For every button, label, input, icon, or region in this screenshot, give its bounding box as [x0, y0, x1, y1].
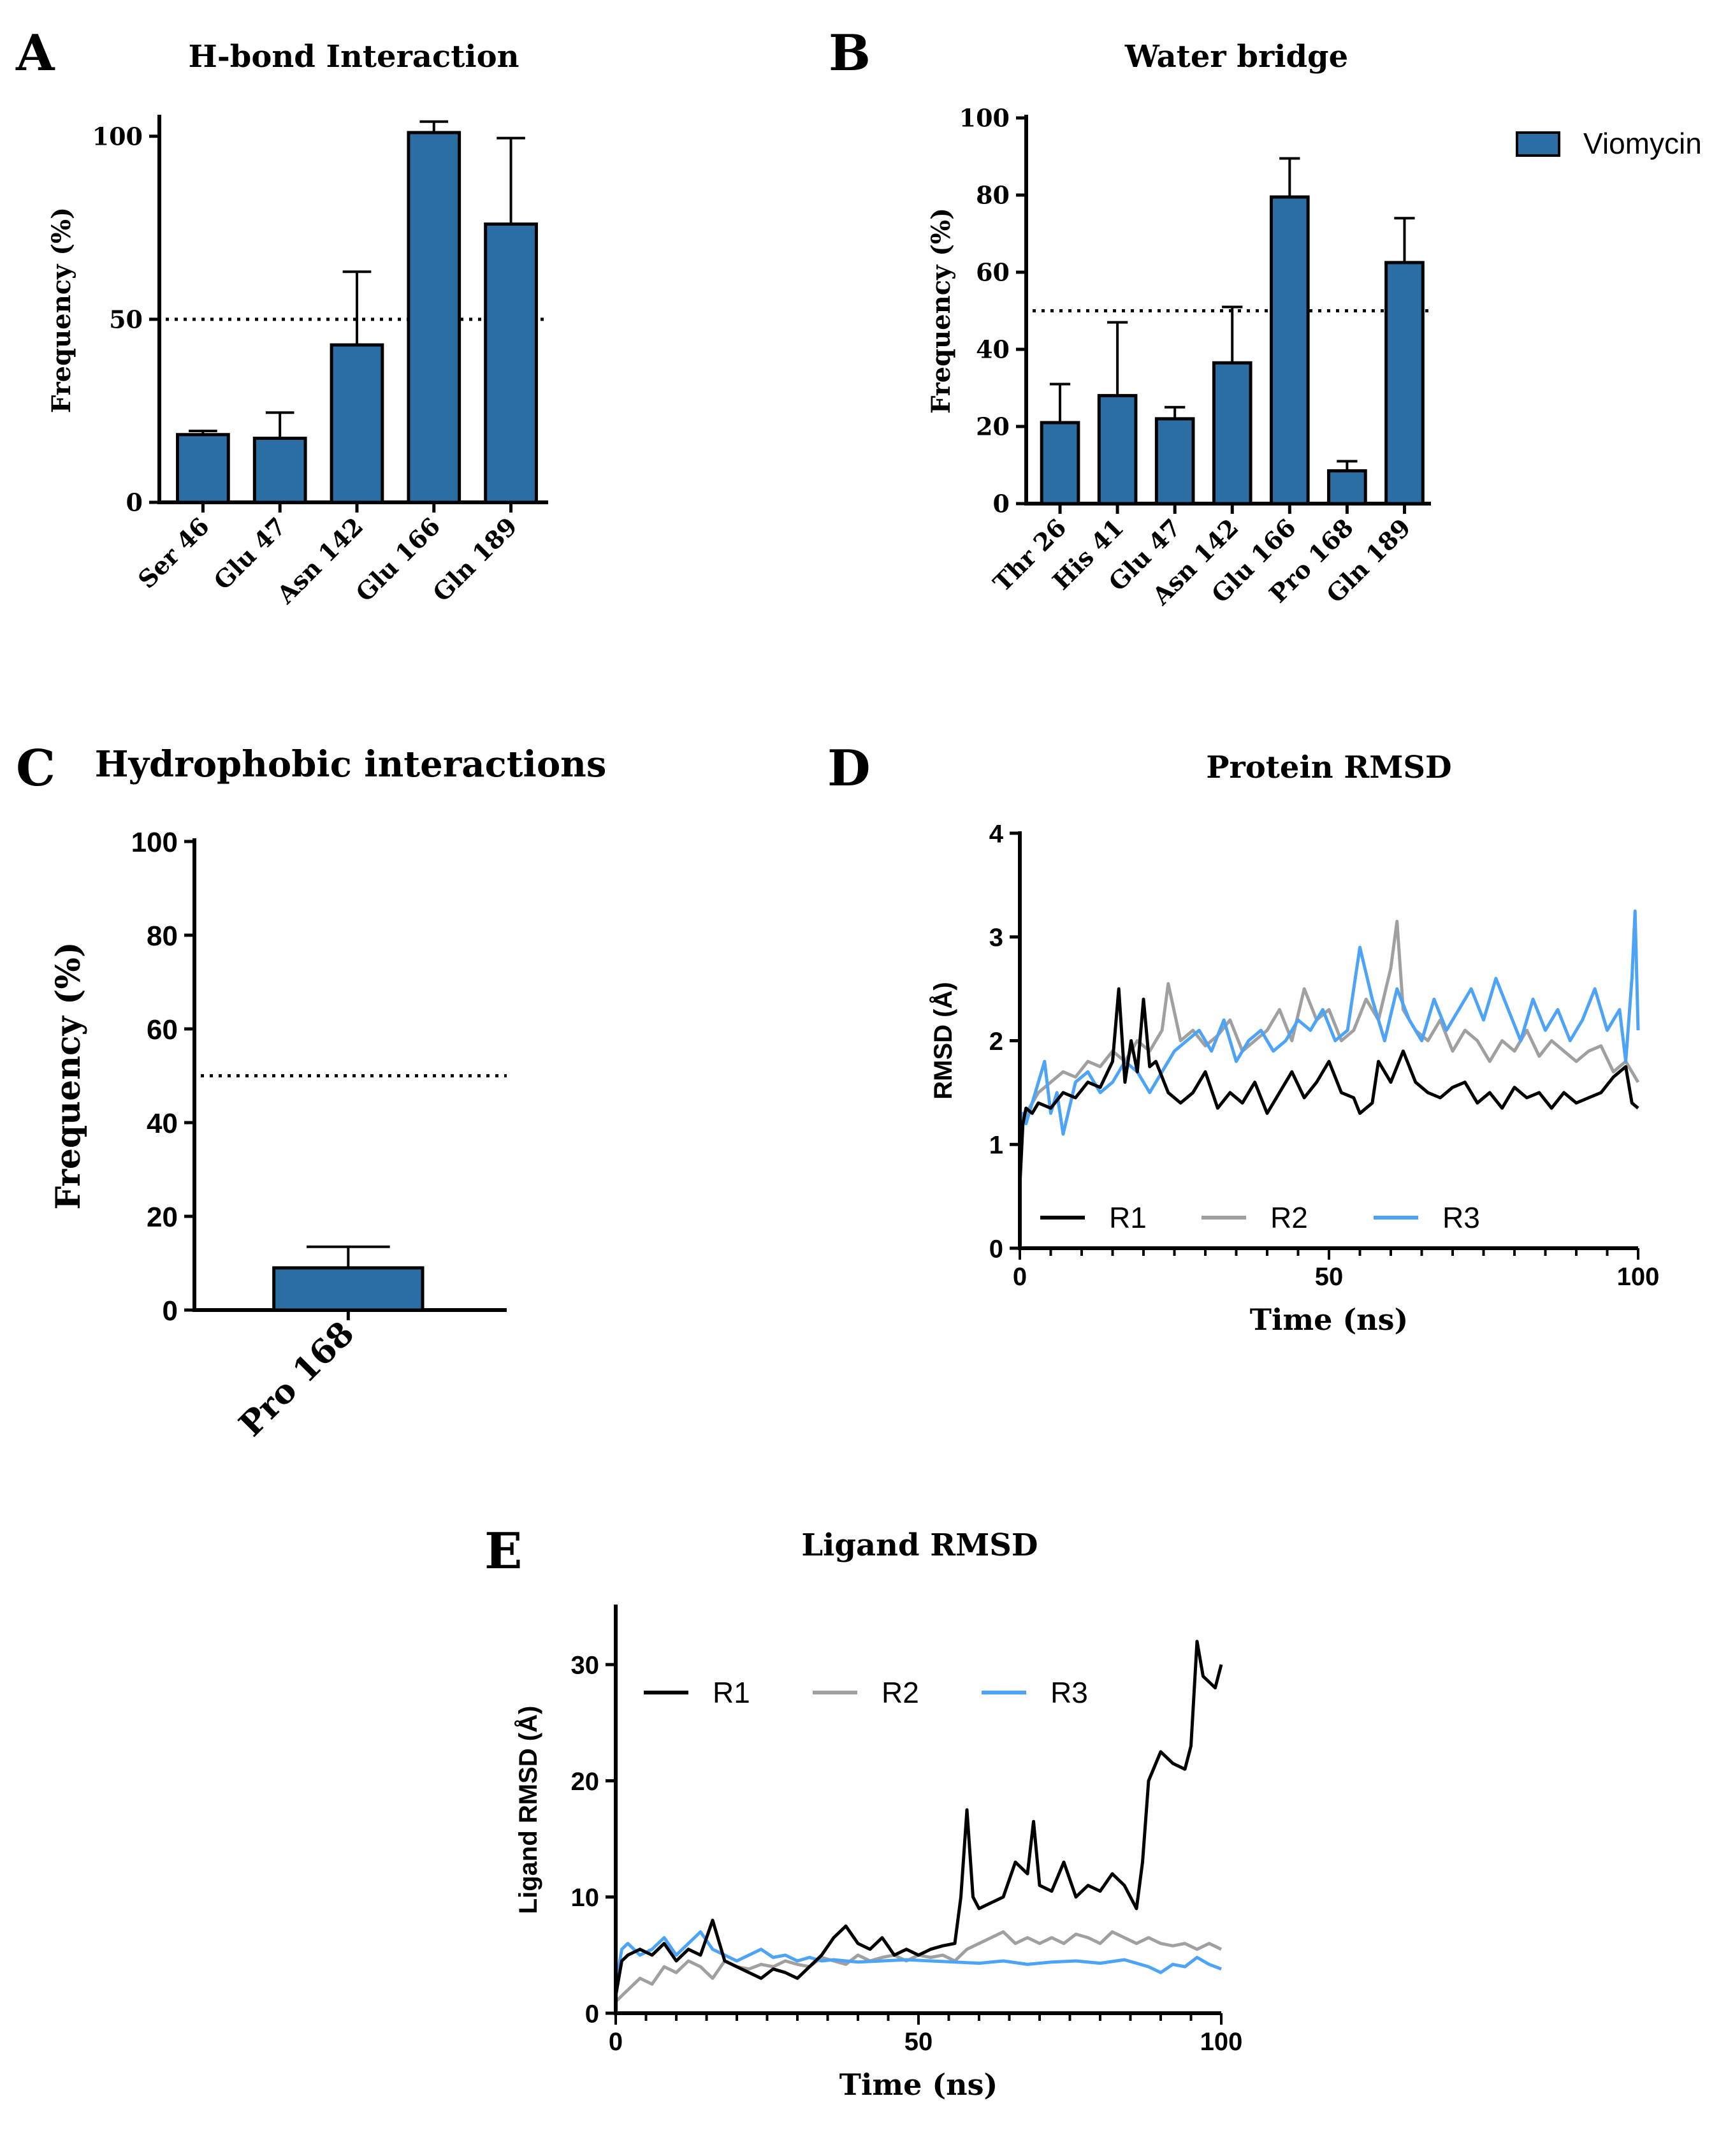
y-tick-label: 0 — [585, 2000, 599, 2028]
y-axis-label: Frequency (%) — [926, 208, 956, 414]
legend-swatch-viomycin — [1516, 131, 1560, 157]
x-tick-label: 100 — [1617, 1263, 1660, 1291]
y-tick-label: 40 — [147, 1108, 178, 1139]
global-legend: Viomycin — [1516, 127, 1702, 160]
y-tick-label: 1 — [989, 1132, 1003, 1160]
panel-label-B: B — [829, 24, 871, 82]
bar-his-41 — [1097, 394, 1138, 506]
x-tick-label: 50 — [1315, 1263, 1344, 1291]
x-tick-label: Gln 189 — [427, 512, 523, 608]
legend-label-r2: R2 — [1270, 1201, 1308, 1234]
bar-thr-26 — [1040, 421, 1080, 506]
y-tick-label: 0 — [163, 1295, 178, 1327]
chart-title-E: Ligand RMSD — [801, 1527, 1038, 1563]
y-tick-label: 100 — [92, 122, 143, 150]
bar-gln-189 — [484, 222, 538, 504]
bar-asn-142 — [330, 343, 384, 504]
chart-C: 0 20 40 60 80 100 Frequency (%) Pro 168 — [49, 827, 507, 1444]
chart-E: 0 50 100 0 10 20 30 Time (ns) Ligand RMSD (Å) R1 R… — [514, 1605, 1242, 2102]
y-tick-label: 20 — [147, 1202, 178, 1233]
legend-label-r1: R1 — [1109, 1201, 1147, 1234]
y-tick-label: 20 — [571, 1768, 600, 1796]
x-axis-label: Time (ns) — [1250, 1302, 1409, 1337]
bar-asn-142 — [1212, 361, 1252, 506]
bar-gln-189 — [1384, 261, 1425, 506]
chart-title-D: Protein RMSD — [1206, 750, 1451, 785]
series-line-r3 — [614, 1930, 1222, 1985]
y-tick-label: 60 — [147, 1014, 178, 1045]
y-tick-label: 0 — [126, 488, 143, 517]
y-axis-label: Ligand RMSD (Å) — [514, 1706, 542, 1914]
y-tick-label: 3 — [989, 924, 1003, 952]
panel-label-D: D — [827, 739, 871, 798]
y-tick-label: 20 — [976, 412, 1010, 441]
y-tick-label: 0 — [989, 1235, 1003, 1263]
legend-label-r3: R3 — [1442, 1201, 1480, 1234]
x-tick-label: Ser 46 — [133, 512, 215, 594]
panel-label-C: C — [16, 739, 55, 798]
bar-glu-166 — [1269, 195, 1310, 506]
bar-pro-168 — [272, 1266, 425, 1312]
y-tick-label: 40 — [976, 335, 1010, 364]
legend-label-r2: R2 — [882, 1676, 919, 1709]
legend-label-r3: R3 — [1050, 1676, 1088, 1709]
x-tick-label: Pro 168 — [231, 1314, 361, 1444]
x-tick-label: 100 — [1200, 2028, 1243, 2056]
series-line-r1 — [614, 1640, 1223, 1997]
legend-label-viomycin: Viomycin — [1583, 127, 1702, 160]
x-tick-label: 0 — [609, 2028, 623, 2056]
y-tick-label: 30 — [571, 1652, 600, 1680]
x-axis-label: Time (ns) — [839, 2067, 998, 2102]
y-tick-label: 10 — [571, 1884, 600, 1912]
chart-title-C: Hydrophobic interactions — [95, 743, 607, 785]
x-tick-label: 50 — [904, 2028, 933, 2056]
y-axis-label: Frequency (%) — [49, 942, 88, 1209]
y-axis-label: RMSD (Å) — [929, 982, 957, 1099]
series-line-r1 — [1018, 987, 1639, 1186]
y-tick-label: 4 — [989, 820, 1004, 848]
y-tick-label: 80 — [976, 181, 1010, 210]
y-tick-label: 0 — [993, 490, 1010, 518]
y-tick-label: 60 — [976, 258, 1010, 287]
y-tick-label: 100 — [959, 104, 1010, 133]
y-tick-label: 2 — [989, 1028, 1003, 1056]
chart-D: 0 50 100 0 1 2 3 4 Time (ns) RMSD (Å) R1 R2 R3 — [929, 820, 1659, 1337]
legend-label-r1: R1 — [713, 1676, 750, 1709]
chart-title-B: Water bridge — [1124, 39, 1348, 75]
bar-ser-46 — [176, 433, 230, 504]
bar-glu-47 — [1154, 417, 1195, 506]
x-tick-label: 0 — [1013, 1263, 1027, 1291]
x-tick-label: Glu 166 — [350, 512, 446, 608]
chart-title-A: H-bond Interaction — [188, 39, 519, 75]
bar-glu-47 — [252, 437, 307, 504]
y-tick-label: 50 — [109, 305, 143, 334]
y-tick-label: 100 — [131, 827, 178, 858]
y-axis-label: Frequency (%) — [47, 207, 76, 413]
panel-label-A: A — [15, 24, 55, 82]
bar-pro-168 — [1327, 469, 1367, 506]
panel-label-E: E — [484, 1522, 522, 1580]
series-line-r3 — [1018, 909, 1640, 1165]
bar-glu-166 — [407, 131, 461, 504]
y-tick-label: 80 — [147, 921, 178, 952]
